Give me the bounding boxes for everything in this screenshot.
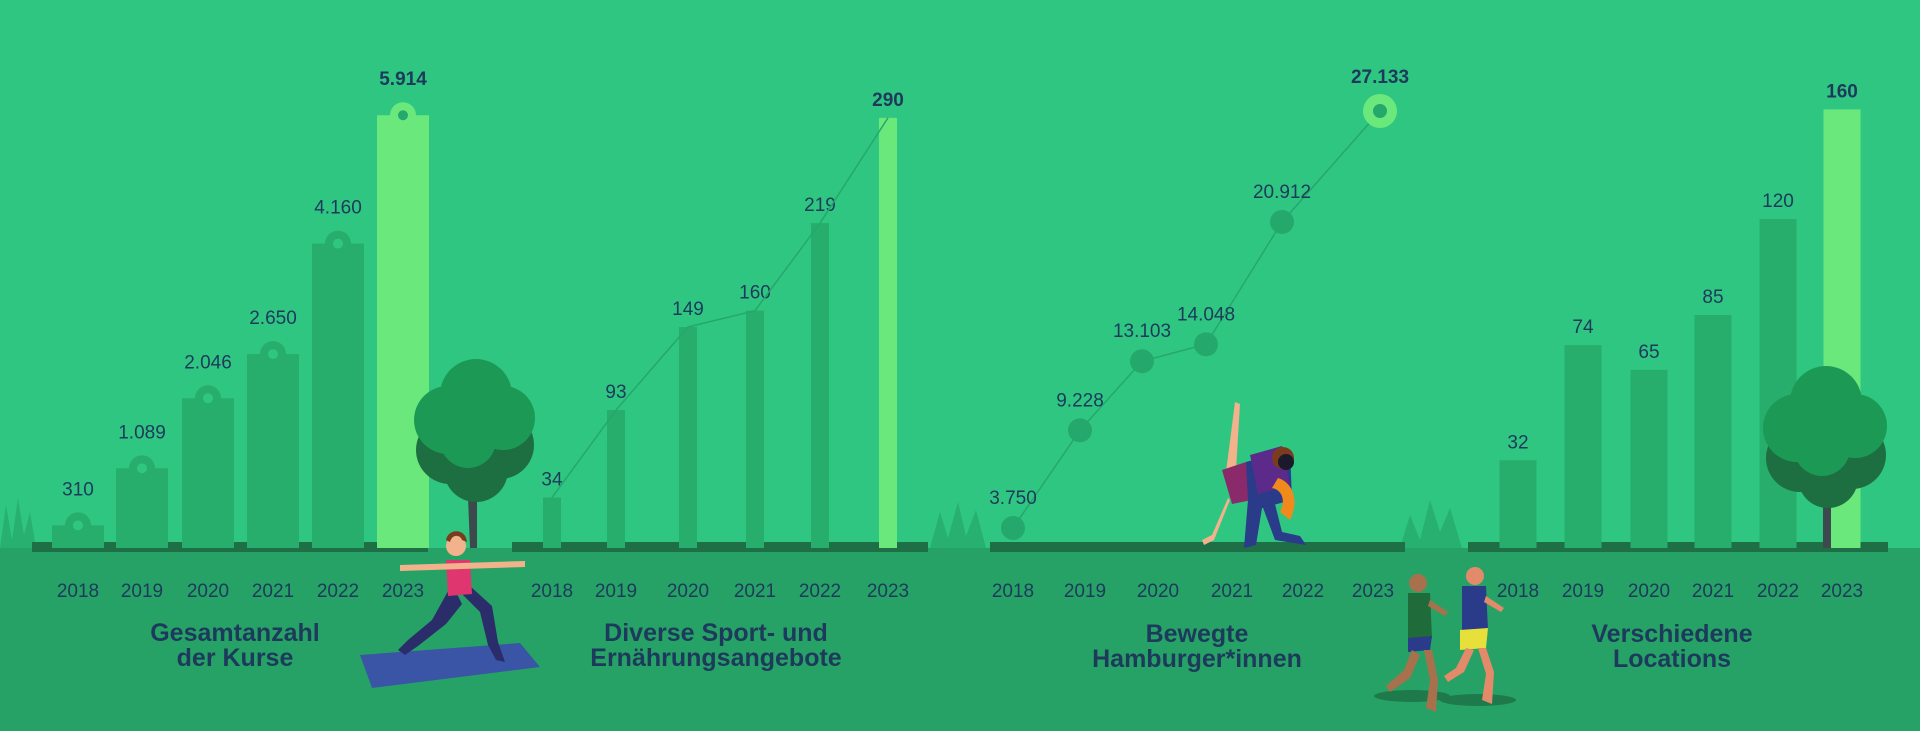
data-label-2018: 34	[541, 470, 563, 491]
bar-tag-hole	[268, 349, 278, 360]
data-label-2020: 65	[1638, 342, 1659, 363]
data-label-2023: 5.914	[379, 69, 427, 90]
data-label-2023: 27.133	[1351, 67, 1409, 88]
data-label-2021: 2.650	[249, 308, 297, 329]
x-tick-2023: 2023	[1352, 581, 1394, 602]
data-label-2018: 310	[62, 479, 94, 500]
x-tick-2022: 2022	[1757, 581, 1799, 602]
data-label-2019: 93	[605, 382, 626, 403]
data-label-2019: 74	[1572, 317, 1594, 338]
chart-title-angebote-line2: Ernährungsangebote	[590, 644, 842, 672]
x-tick-2018: 2018	[1497, 581, 1539, 602]
dancing-couple-icon	[1202, 402, 1306, 548]
data-label-2018: 3.750	[989, 488, 1037, 509]
x-tick-2023: 2023	[1821, 581, 1863, 602]
bar-2019	[116, 468, 168, 548]
x-tick-2021: 2021	[1211, 581, 1253, 602]
chart-title-angebote-line1: Diverse Sport- und	[604, 619, 828, 647]
connecting-line	[551, 117, 889, 499]
data-label-2018: 32	[1507, 432, 1528, 453]
bar-2018	[543, 497, 561, 548]
data-point-center	[1373, 104, 1387, 118]
chart-title-locations-line1: Verschiedene	[1591, 620, 1752, 648]
data-label-2020: 149	[672, 299, 704, 320]
x-tick-2023: 2023	[867, 581, 909, 602]
data-label-2021: 160	[739, 283, 771, 304]
bar-2023	[879, 117, 897, 548]
bar-2020	[1630, 369, 1668, 548]
x-tick-2020: 2020	[1137, 581, 1179, 602]
data-label-2019: 9.228	[1056, 390, 1104, 411]
x-tick-2018: 2018	[57, 581, 99, 602]
chart-title-kurse-line2: der Kurse	[177, 644, 294, 672]
chart-baseline	[512, 542, 928, 552]
x-tick-2019: 2019	[1064, 581, 1106, 602]
data-label-2021: 85	[1702, 287, 1723, 308]
data-label-2023: 160	[1826, 81, 1858, 102]
chart-title-hamburger-line1: Bewegte	[1146, 620, 1249, 648]
runners-icon	[1374, 567, 1516, 712]
bar-2018	[1499, 460, 1537, 548]
data-label-2019: 1.089	[118, 422, 166, 443]
bar-2021	[1694, 315, 1732, 548]
bar-2021	[746, 310, 764, 548]
x-tick-2021: 2021	[1692, 581, 1734, 602]
chart-baseline	[990, 542, 1405, 552]
grass-icon	[0, 498, 1462, 548]
ground-area	[0, 548, 1920, 731]
data-label-2020: 2.046	[184, 352, 232, 373]
data-point-2020	[1130, 349, 1154, 374]
bar-2022	[1759, 219, 1797, 548]
x-tick-2018: 2018	[531, 581, 573, 602]
bar-tag-hole	[137, 463, 147, 474]
chart-title-locations-line2: Locations	[1613, 645, 1731, 673]
charts-layer: 310 2018 1.089 2019 2.046 2020 2.650 2021 4.160 2…	[32, 67, 1888, 602]
data-label-2021: 14.048	[1177, 304, 1235, 325]
chart-title-hamburger-line2: Hamburger*innen	[1092, 645, 1302, 673]
data-point-2018	[1001, 516, 1025, 540]
data-label-2022: 120	[1762, 191, 1794, 212]
x-tick-2022: 2022	[317, 581, 359, 602]
bar-2023	[377, 115, 429, 549]
data-label-2020: 13.103	[1113, 321, 1171, 342]
bar-tag-hole	[73, 520, 83, 531]
tree-icon	[1763, 366, 1887, 548]
data-point-2022	[1270, 209, 1294, 234]
x-tick-2019: 2019	[121, 581, 163, 602]
x-tick-2022: 2022	[799, 581, 841, 602]
bar-2021	[247, 354, 299, 548]
series-line	[1012, 110, 1381, 529]
x-tick-2021: 2021	[252, 581, 294, 602]
x-tick-2020: 2020	[667, 581, 709, 602]
bar-2019	[1564, 345, 1602, 548]
data-point-2019	[1068, 418, 1092, 443]
bar-2020	[679, 326, 697, 548]
data-label-2023: 290	[872, 90, 904, 111]
bar-tag-hole	[398, 110, 408, 121]
data-label-2022: 20.912	[1253, 182, 1311, 203]
bar-2020	[182, 398, 234, 548]
data-label-2022: 4.160	[314, 198, 362, 219]
bar-tag-hole	[203, 393, 213, 404]
bar-2022	[312, 243, 364, 549]
tree-icon	[414, 359, 535, 548]
bar-2019	[607, 410, 625, 548]
data-point-2021	[1194, 332, 1218, 357]
chart-title-kurse-line1: Gesamtanzahl	[150, 619, 320, 647]
chart-baseline	[1468, 542, 1888, 552]
x-tick-2020: 2020	[187, 581, 229, 602]
bar-tag-hole	[333, 238, 343, 249]
x-tick-2018: 2018	[992, 581, 1034, 602]
x-tick-2022: 2022	[1282, 581, 1324, 602]
bar-2022	[811, 223, 829, 548]
x-tick-2019: 2019	[1562, 581, 1604, 602]
x-tick-2023: 2023	[382, 581, 424, 602]
x-tick-2019: 2019	[595, 581, 637, 602]
x-tick-2021: 2021	[734, 581, 776, 602]
x-tick-2020: 2020	[1628, 581, 1670, 602]
yoga-woman-icon	[360, 531, 540, 688]
